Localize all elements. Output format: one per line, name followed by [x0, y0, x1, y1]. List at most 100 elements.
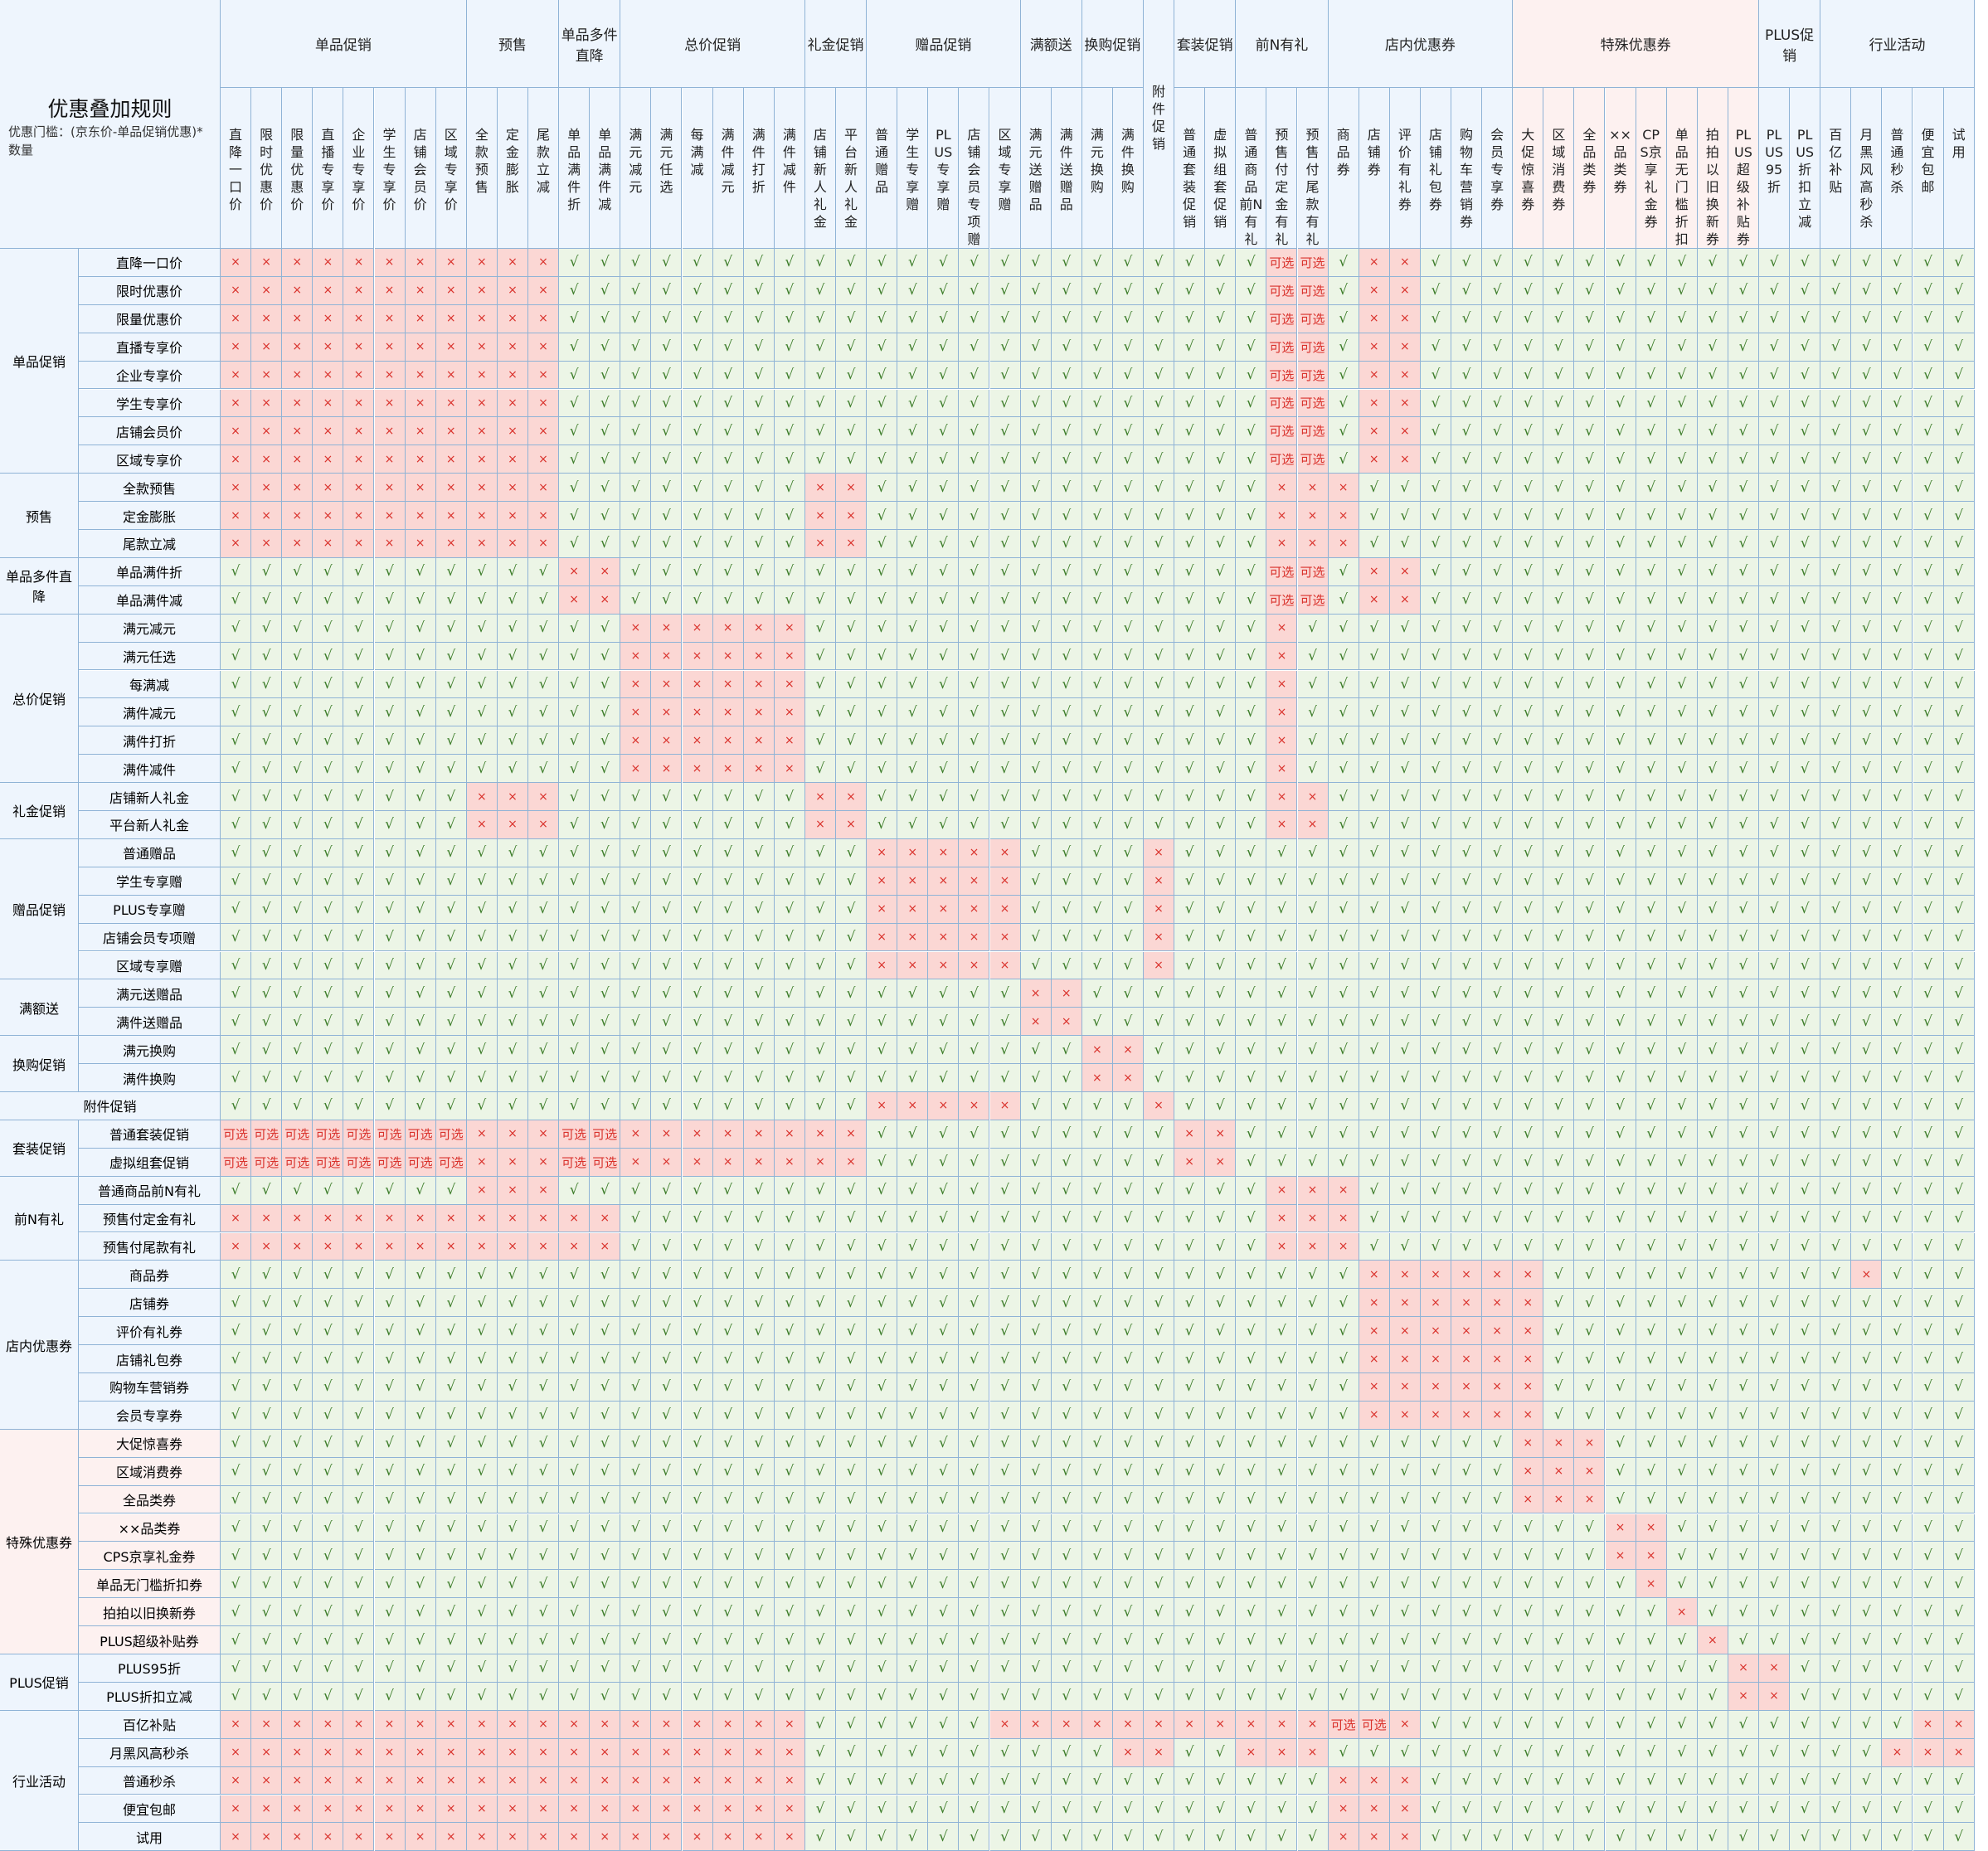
rule-cell: √ — [1943, 1345, 1975, 1373]
rule-cell: √ — [651, 1261, 683, 1290]
rule-cell: √ — [1666, 1570, 1698, 1599]
rule-cell: √ — [651, 1542, 683, 1571]
rule-cell: √ — [1389, 838, 1421, 867]
rule-cell: √ — [1759, 1064, 1791, 1092]
rule-cell: √ — [1236, 1598, 1267, 1627]
rule-cell: × — [497, 502, 528, 530]
rule-cell: √ — [1174, 1626, 1206, 1654]
rule-cell: √ — [928, 811, 960, 839]
rule-cell: √ — [528, 698, 560, 727]
rule-cell: × — [251, 1766, 283, 1795]
rule-cell: √ — [1574, 249, 1606, 277]
rule-cell: √ — [1913, 1148, 1944, 1177]
rule-cell: √ — [897, 417, 929, 446]
rule-cell: √ — [712, 389, 744, 418]
rule-cell: √ — [836, 1457, 868, 1486]
rule-cell: √ — [1112, 530, 1144, 558]
rule-cell: × — [743, 1148, 775, 1177]
rule-cell: √ — [1144, 445, 1175, 474]
rule-cell: × — [743, 698, 775, 727]
rule-cell: √ — [590, 1317, 621, 1346]
rule-cell: √ — [1266, 1766, 1298, 1795]
rule-cell: √ — [590, 1626, 621, 1654]
rule-cell: √ — [804, 1092, 836, 1120]
rule-cell: √ — [221, 755, 252, 784]
rule-cell: √ — [1882, 979, 1913, 1008]
rule-cell: × — [313, 530, 344, 558]
rule-cell: √ — [1420, 923, 1451, 952]
rule-cell: √ — [1943, 1457, 1975, 1486]
rule-cell: √ — [435, 1542, 467, 1571]
rule-cell: √ — [959, 811, 990, 839]
rule-cell: √ — [1297, 726, 1329, 755]
rule-cell: × — [497, 389, 528, 418]
rule-cell: × — [251, 1823, 283, 1851]
rule-cell: × — [405, 1738, 436, 1767]
rule-cell: √ — [1697, 923, 1728, 952]
rule-cell: √ — [1174, 1738, 1206, 1767]
rule-cell: √ — [1482, 811, 1514, 839]
rule-cell: √ — [897, 1738, 929, 1767]
rule-cell: √ — [1697, 1120, 1728, 1149]
rule-cell: √ — [1790, 361, 1821, 390]
rule-cell: √ — [559, 1485, 591, 1514]
rule-cell: √ — [1236, 530, 1267, 558]
rule-cell: × — [651, 755, 683, 784]
rule-cell: √ — [1451, 333, 1483, 362]
rule-cell: √ — [1851, 1738, 1883, 1767]
rule-cell: √ — [1820, 1176, 1852, 1205]
rule-cell: √ — [1081, 249, 1113, 277]
rule-cell: × — [1636, 1513, 1667, 1542]
rule-cell: √ — [1482, 923, 1514, 952]
rule-cell: × — [497, 1766, 528, 1795]
rule-cell: √ — [836, 923, 868, 952]
rule-cell: √ — [804, 614, 836, 643]
rule-cell: √ — [466, 1064, 498, 1092]
rule-cell: √ — [1174, 1485, 1206, 1514]
rule-cell: √ — [1112, 1598, 1144, 1627]
rule-cell: √ — [1081, 585, 1113, 615]
rule-cell: √ — [1266, 838, 1298, 867]
rule-cell: × — [1359, 1373, 1390, 1402]
rule-cell: √ — [528, 979, 560, 1008]
rule-cell: 可选 — [559, 1148, 591, 1177]
rule-cell: √ — [1051, 304, 1082, 333]
rule-cell: √ — [590, 1345, 621, 1373]
row-header: 满件换购 — [79, 1064, 221, 1092]
rule-cell: √ — [1144, 1345, 1175, 1373]
rule-cell: × — [374, 304, 406, 333]
rule-cell: √ — [1513, 1710, 1544, 1739]
rule-cell: √ — [251, 1485, 283, 1514]
rule-cell: √ — [1174, 838, 1206, 867]
rule-cell: √ — [712, 1626, 744, 1654]
rule-cell: √ — [712, 361, 744, 390]
rule-cell: × — [1266, 726, 1298, 755]
rule-cell: √ — [928, 502, 960, 530]
rule-cell: √ — [1482, 867, 1514, 896]
rule-cell: √ — [1820, 1261, 1852, 1290]
rule-cell: √ — [1882, 530, 1913, 558]
rule-cell: √ — [774, 1626, 805, 1654]
rule-cell: √ — [989, 1345, 1021, 1373]
rule-cell: √ — [1328, 1682, 1359, 1711]
rule-cell: × — [712, 1120, 744, 1149]
rule-cell: √ — [1081, 1204, 1113, 1233]
rule-cell: √ — [343, 1542, 375, 1571]
rule-cell: × — [1574, 1485, 1606, 1514]
rule-cell: √ — [804, 1710, 836, 1739]
rule-cell: √ — [1236, 1457, 1267, 1486]
rule-cell: √ — [867, 1598, 898, 1627]
rule-cell: × — [1328, 530, 1359, 558]
rule-cell: √ — [1943, 1429, 1975, 1458]
rule-cell: √ — [1112, 474, 1144, 503]
rule-cell: √ — [343, 838, 375, 867]
rule-cell: √ — [1359, 755, 1390, 784]
rule-cell: × — [1297, 1176, 1329, 1205]
rule-cell: √ — [1636, 1317, 1667, 1346]
rule-cell: √ — [712, 557, 744, 586]
rule-cell: √ — [1451, 1795, 1483, 1824]
rule-cell: √ — [1666, 1092, 1698, 1120]
rule-cell: × — [528, 1204, 560, 1233]
rule-cell: √ — [1144, 502, 1175, 530]
rule-cell: √ — [989, 1513, 1021, 1542]
